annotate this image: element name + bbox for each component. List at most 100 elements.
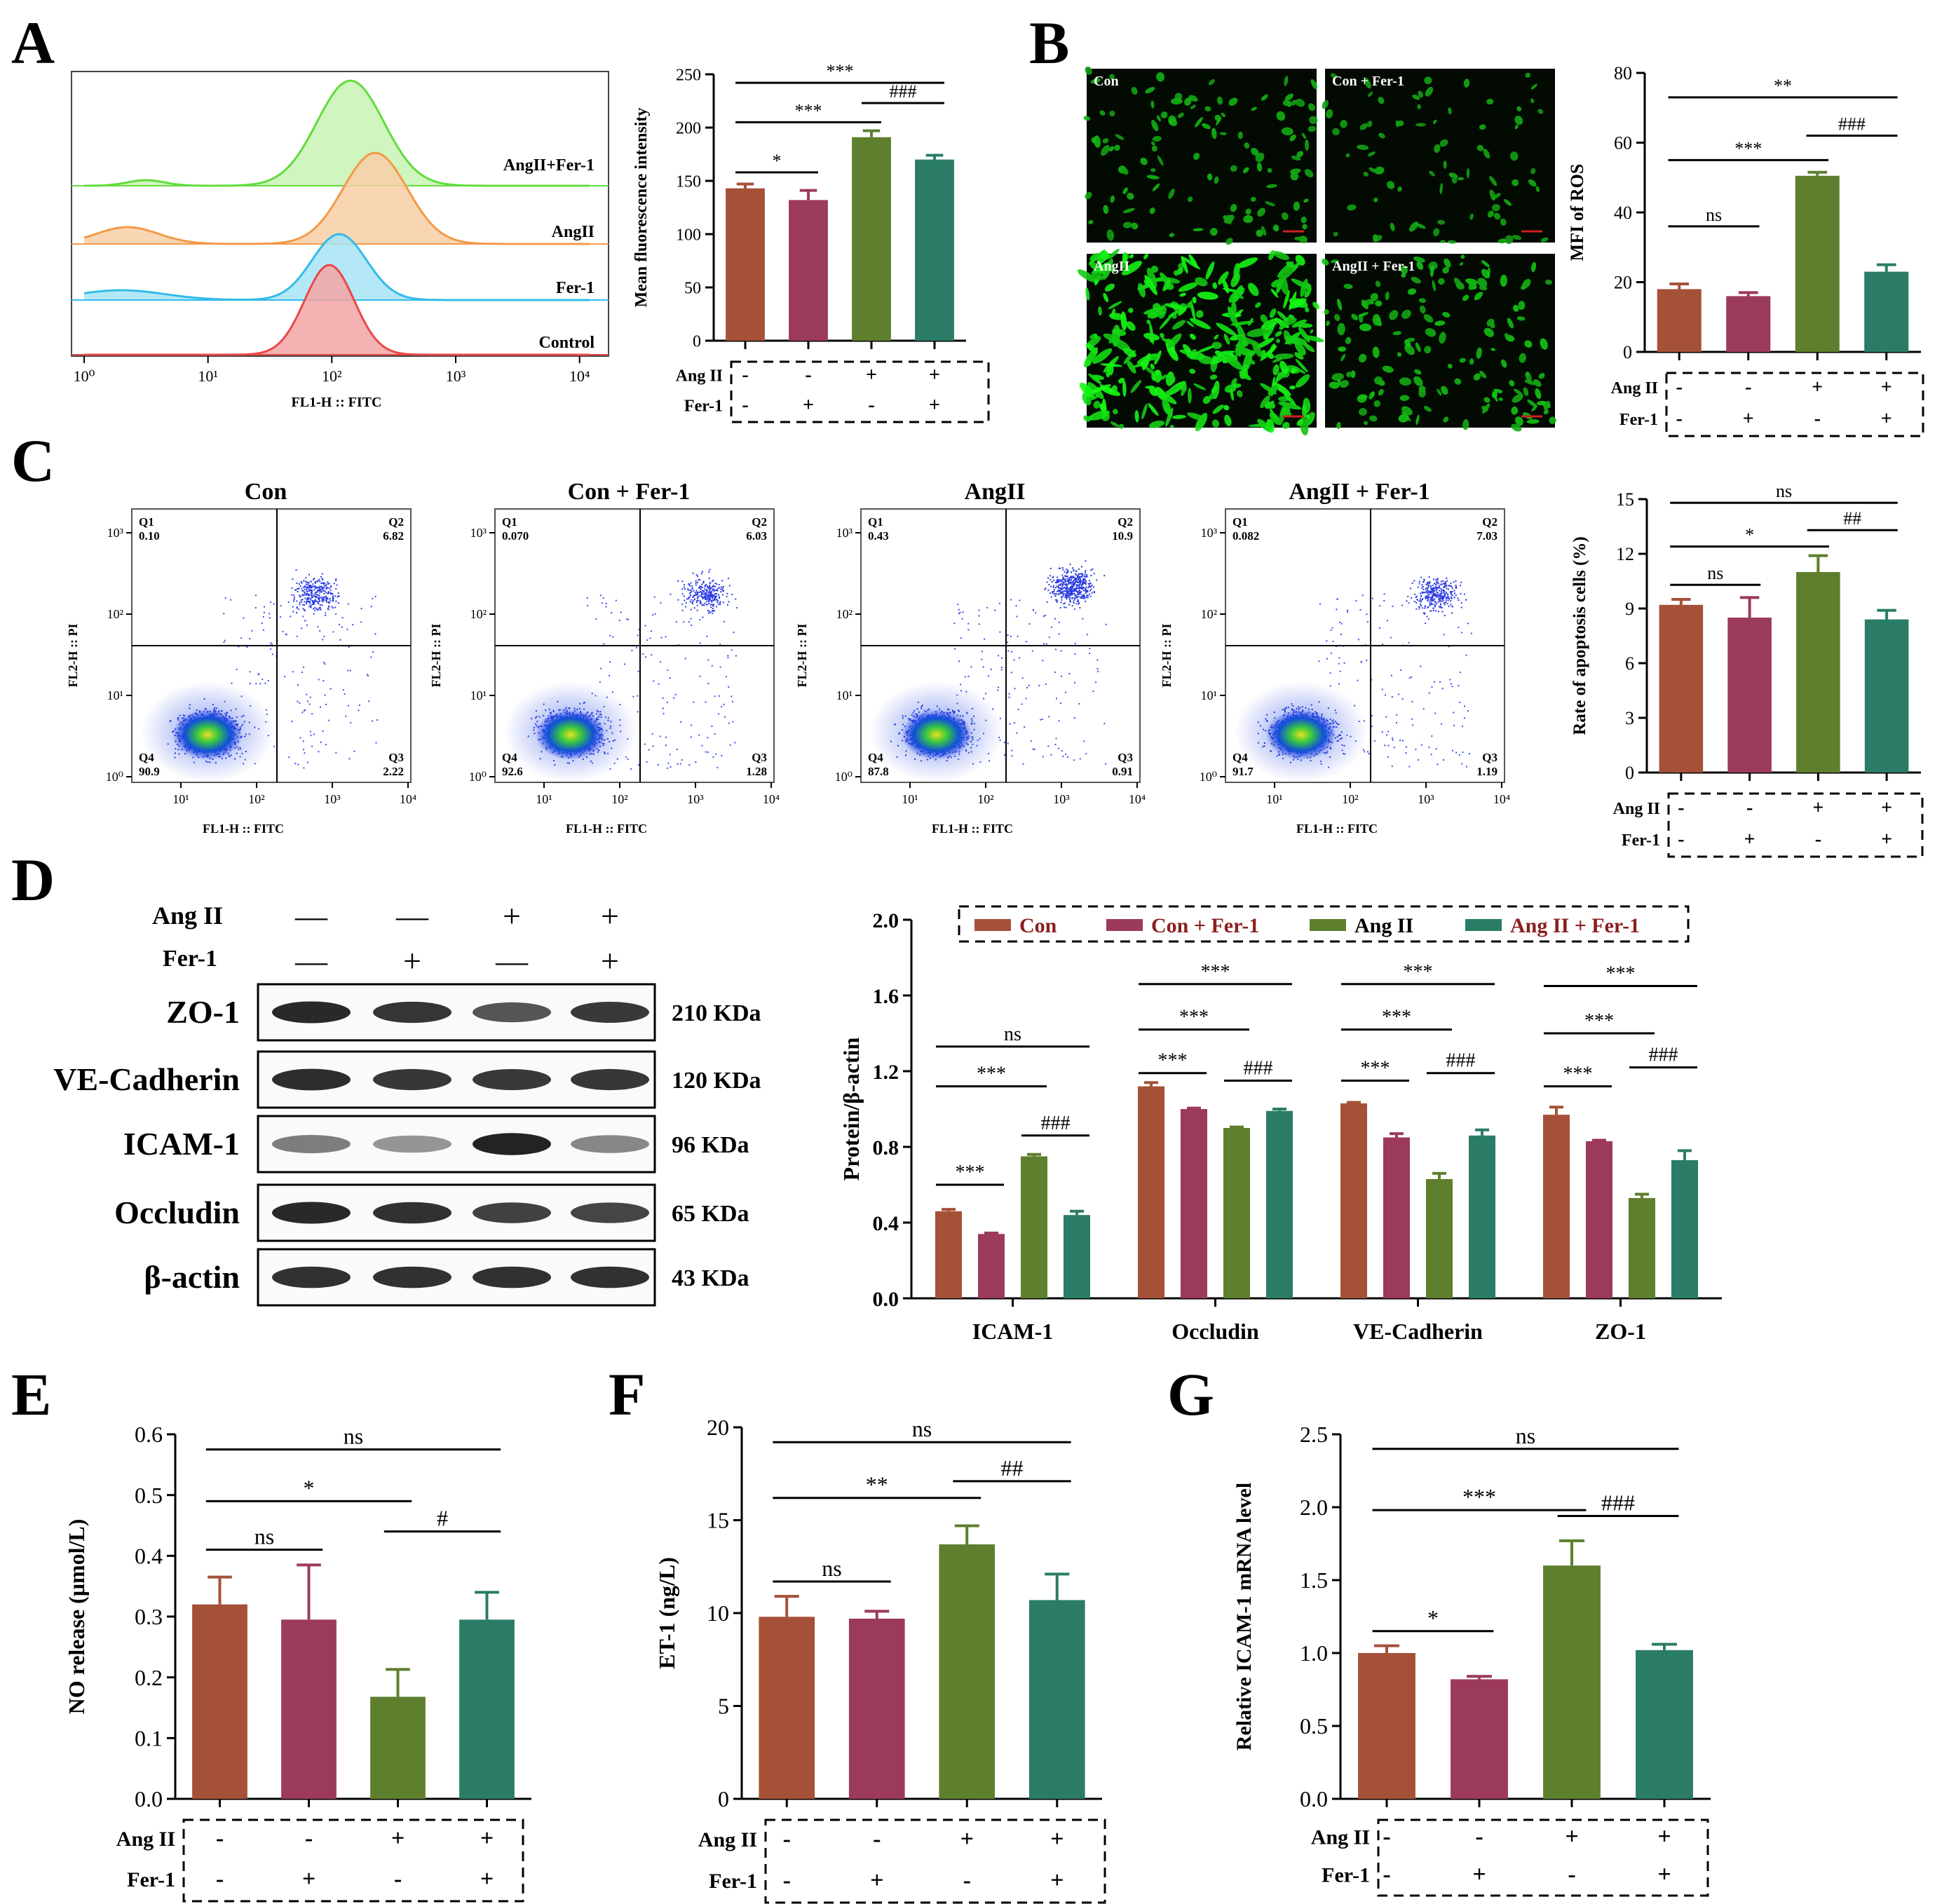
cell	[1193, 228, 1204, 231]
event	[689, 596, 691, 598]
event	[370, 656, 372, 658]
event	[325, 744, 327, 746]
event	[595, 747, 597, 749]
event	[688, 589, 690, 591]
event	[673, 697, 675, 699]
cell	[1150, 100, 1155, 109]
event	[321, 573, 323, 575]
cell	[1237, 323, 1247, 346]
event	[557, 700, 559, 702]
event	[299, 601, 301, 604]
event	[322, 639, 324, 641]
cell	[1111, 385, 1118, 393]
event	[327, 597, 329, 599]
event	[704, 598, 706, 600]
cell	[1187, 196, 1193, 203]
event	[695, 594, 697, 596]
event	[719, 601, 721, 604]
event	[693, 594, 695, 597]
event	[705, 590, 707, 592]
event	[533, 729, 535, 731]
cell	[1511, 423, 1522, 432]
cell	[1510, 151, 1519, 161]
event	[715, 593, 717, 594]
event	[607, 719, 609, 721]
micrograph-angii: AngII	[1077, 248, 1324, 436]
event	[533, 726, 535, 728]
event	[223, 613, 225, 615]
event	[184, 714, 185, 716]
event	[686, 598, 688, 600]
event	[605, 603, 607, 604]
event	[648, 749, 650, 751]
event	[318, 578, 320, 580]
event	[721, 589, 724, 591]
event	[297, 763, 299, 766]
event	[569, 762, 570, 764]
event	[360, 608, 362, 609]
histogram-angii-fer1-fill	[84, 81, 592, 186]
event	[695, 761, 697, 763]
cell	[1228, 97, 1238, 106]
event	[971, 736, 973, 738]
event	[241, 752, 243, 754]
event	[189, 707, 191, 709]
cell	[1225, 238, 1233, 245]
cell	[1369, 415, 1378, 422]
event	[315, 596, 318, 598]
cell	[1179, 292, 1186, 297]
event	[308, 589, 310, 591]
event	[707, 597, 709, 599]
event	[714, 597, 716, 599]
event	[735, 598, 737, 600]
cell	[1130, 379, 1142, 393]
micrograph-label: AngII	[1094, 259, 1129, 274]
event	[299, 594, 301, 597]
event	[600, 716, 602, 718]
cell	[1310, 79, 1317, 90]
cell	[1549, 416, 1556, 424]
event	[265, 709, 267, 711]
cell	[1442, 312, 1451, 318]
cell	[1108, 335, 1118, 344]
cell	[1189, 318, 1211, 329]
event	[603, 643, 605, 645]
cell	[1540, 338, 1548, 350]
event	[927, 709, 929, 711]
cell	[1295, 98, 1305, 107]
cell	[1276, 111, 1286, 121]
cell	[1209, 228, 1218, 236]
event	[708, 600, 710, 602]
quadrant-name: Q2	[752, 515, 767, 529]
event	[322, 582, 324, 584]
event	[265, 721, 267, 723]
event	[311, 597, 313, 599]
cell	[1152, 135, 1162, 142]
event	[327, 592, 329, 594]
event	[327, 606, 330, 608]
event	[311, 593, 313, 595]
event	[349, 669, 351, 672]
cell	[1171, 414, 1186, 419]
cell	[1278, 401, 1302, 410]
cell	[1083, 116, 1091, 121]
event	[175, 752, 176, 754]
event	[376, 719, 378, 721]
cell	[1330, 259, 1339, 264]
event	[177, 716, 179, 719]
event	[696, 600, 698, 601]
event	[939, 708, 941, 710]
event	[322, 587, 325, 589]
event	[306, 693, 308, 695]
event	[688, 597, 690, 599]
event	[646, 639, 648, 641]
event	[239, 756, 241, 758]
event	[586, 597, 588, 599]
cell	[1345, 371, 1353, 378]
cell	[1466, 168, 1470, 179]
x-tick-label: 10²	[322, 367, 342, 385]
event	[292, 611, 294, 613]
cell	[1143, 253, 1148, 259]
event	[695, 590, 698, 592]
event	[897, 744, 899, 747]
